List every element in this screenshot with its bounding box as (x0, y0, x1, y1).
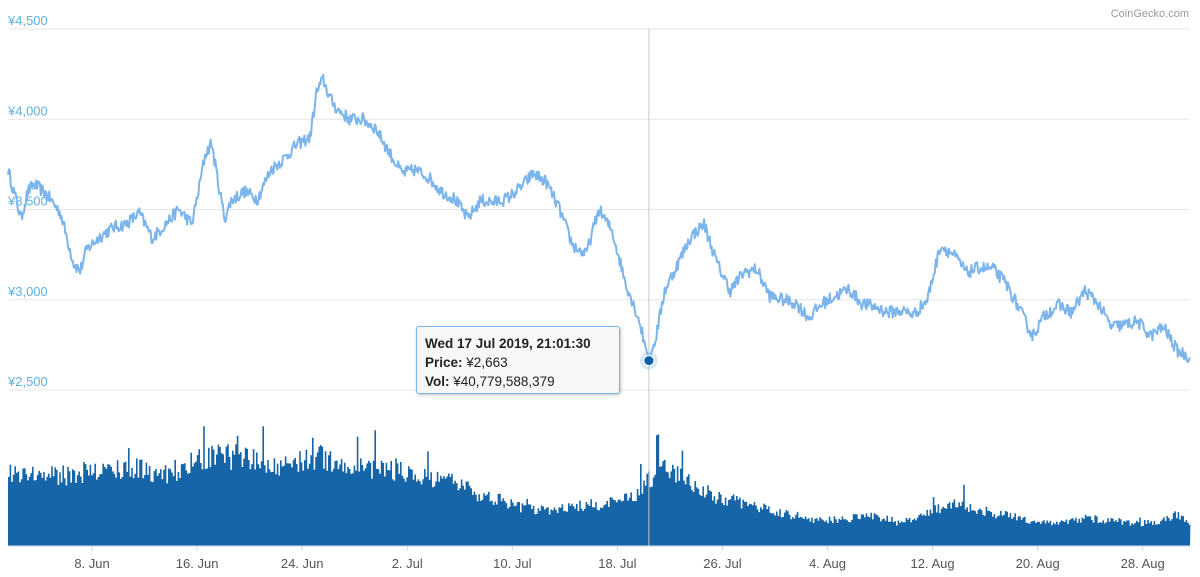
tooltip-date: Wed 17 Jul 2019, 21:01:30 (425, 336, 591, 351)
x-tick-label: 12. Aug (911, 556, 955, 571)
tooltip-volume: Vol: ¥40,779,588,379 (425, 374, 555, 389)
credit-label[interactable]: CoinGecko.com (1111, 8, 1189, 20)
y-tick-label: ¥4,500 (7, 13, 48, 28)
tooltip: Wed 17 Jul 2019, 21:01:30 Price: ¥2,663 … (416, 326, 620, 394)
tooltip-price: Price: ¥2,663 (425, 355, 508, 370)
x-tick-label: 4. Aug (809, 556, 846, 571)
price-marker[interactable] (643, 355, 655, 367)
x-tick-label: 28. Aug (1121, 556, 1165, 571)
x-tick-label: 10. Jul (493, 556, 531, 571)
y-tick-label: ¥3,000 (7, 284, 48, 299)
x-axis-labels: 8. Jun 16. Jun 24. Jun 2. Jul 10. Jul 18. Jul… (8, 545, 1190, 571)
volume-series (8, 426, 1191, 546)
x-tick-label: 24. Jun (281, 556, 324, 571)
y-axis-labels: ¥4,500¥4,000¥3,500¥3,000¥2,500 (7, 13, 48, 389)
price-series[interactable] (7, 73, 1191, 363)
x-tick-label: 2. Jul (392, 556, 423, 571)
y-tick-label: ¥2,500 (7, 374, 48, 389)
x-tick-label: 20. Aug (1016, 556, 1060, 571)
x-tick-label: 18. Jul (598, 556, 636, 571)
x-tick-label: 8. Jun (74, 556, 109, 571)
volume-bars (8, 426, 1191, 546)
crosshair (639, 29, 658, 546)
y-tick-label: ¥4,000 (7, 103, 48, 118)
x-tick-label: 26. Jul (703, 556, 741, 571)
price-line[interactable] (7, 73, 1191, 363)
x-tick-label: 16. Jun (176, 556, 219, 571)
